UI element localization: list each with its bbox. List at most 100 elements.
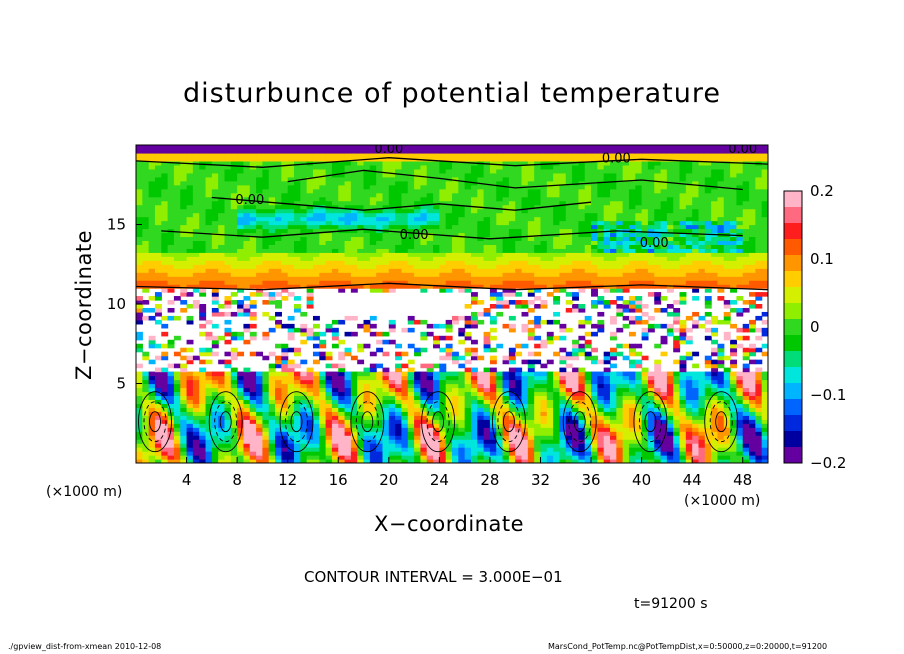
heatmap-cell [616, 459, 624, 463]
heatmap-cell [167, 208, 175, 214]
heatmap-cell [755, 379, 763, 385]
heatmap-cell [666, 379, 674, 385]
heatmap-cell [306, 224, 314, 230]
heatmap-cell [540, 459, 548, 463]
heatmap-cell [515, 367, 523, 373]
heatmap-cell [761, 423, 768, 428]
heatmap-cell [565, 327, 573, 333]
heatmap-cell [673, 343, 681, 349]
heatmap-cell [470, 443, 478, 448]
heatmap-cell [546, 415, 554, 420]
heatmap-cell [660, 272, 668, 277]
heatmap-cell [685, 264, 693, 269]
heatmap-cell [300, 284, 308, 289]
heatmap-cell [527, 264, 535, 269]
heatmap-cell [502, 439, 510, 444]
heatmap-cell [717, 248, 725, 253]
heatmap-cell [666, 391, 674, 397]
heatmap-cell [470, 300, 478, 305]
heatmap-cell [692, 280, 700, 285]
heatmap-cell [357, 443, 365, 448]
heatmap-cell [458, 375, 466, 381]
heatmap-cell [199, 423, 207, 428]
heatmap-cell [483, 228, 491, 234]
heatmap-cell [433, 276, 440, 281]
heatmap-cell [458, 419, 466, 424]
heatmap-cell [325, 415, 333, 420]
heatmap-cell [679, 371, 687, 377]
heatmap-cell [180, 431, 188, 436]
heatmap-cell [597, 260, 605, 265]
heatmap-cell [243, 268, 251, 273]
heatmap-cell [363, 431, 371, 436]
heatmap-cell [357, 260, 365, 265]
heatmap-cell [464, 260, 472, 265]
heatmap-cell [243, 411, 251, 416]
heatmap-cell [136, 335, 143, 341]
heatmap-cell [508, 315, 516, 321]
heatmap-cell [496, 248, 504, 253]
heatmap-cell [420, 375, 428, 381]
heatmap-cell [654, 391, 662, 397]
heatmap-cell [546, 212, 554, 218]
heatmap-cell [268, 367, 276, 373]
heatmap-cell [338, 260, 346, 265]
heatmap-cell [508, 232, 516, 238]
heatmap-cell [578, 244, 586, 249]
heatmap-cell [382, 331, 390, 337]
heatmap-cell [395, 355, 403, 361]
heatmap-cell [572, 347, 579, 353]
heatmap-cell [508, 375, 516, 381]
heatmap-cell [749, 347, 756, 353]
heatmap-cell [230, 415, 238, 420]
heatmap-cell [666, 264, 674, 269]
heatmap-cell [584, 264, 592, 269]
heatmap-cell [489, 403, 497, 408]
heatmap-cell [407, 459, 415, 463]
heatmap-cell [439, 216, 447, 222]
heatmap-cell [515, 423, 523, 428]
heatmap-cell [584, 268, 592, 273]
heatmap-cell [553, 236, 561, 241]
heatmap-cell [256, 236, 263, 241]
heatmap-cell [420, 431, 428, 436]
heatmap-cell [319, 375, 327, 381]
heatmap-cell [458, 232, 466, 238]
heatmap-cell [173, 284, 181, 289]
heatmap-cell [142, 248, 150, 253]
heatmap-cell [357, 272, 365, 277]
heatmap-cell [154, 232, 162, 238]
heatmap-cell [534, 395, 542, 401]
heatmap-cell [388, 451, 396, 456]
heatmap-cell [445, 232, 453, 238]
heatmap-cell [243, 260, 251, 265]
heatmap-cell [610, 244, 617, 249]
heatmap-cell [553, 375, 561, 381]
heatmap-cell [199, 395, 207, 401]
heatmap-cell [489, 359, 497, 365]
heatmap-cell [445, 256, 453, 261]
heatmap-cell [654, 363, 662, 369]
heatmap-cell [527, 351, 535, 357]
heatmap-cell [496, 232, 504, 238]
heatmap-cell [294, 407, 301, 412]
heatmap-cell [357, 264, 365, 269]
heatmap-cell [603, 375, 611, 381]
heatmap-cell [546, 216, 554, 222]
heatmap-cell [369, 232, 377, 238]
heatmap-cell [395, 407, 403, 412]
heatmap-cell [338, 387, 346, 393]
heatmap-cell [300, 232, 308, 238]
heatmap-cell [572, 256, 579, 261]
heatmap-cell [496, 276, 504, 281]
heatmap-cell [616, 272, 624, 277]
heatmap-cell [730, 387, 737, 393]
heatmap-cell [704, 403, 712, 408]
heatmap-cell [205, 248, 213, 253]
heatmap-cell [704, 335, 712, 341]
heatmap-cell [641, 399, 649, 404]
heatmap-cell [281, 355, 289, 361]
heatmap-cell [452, 455, 459, 460]
heatmap-cell [755, 447, 763, 452]
heatmap-cell [749, 387, 756, 393]
